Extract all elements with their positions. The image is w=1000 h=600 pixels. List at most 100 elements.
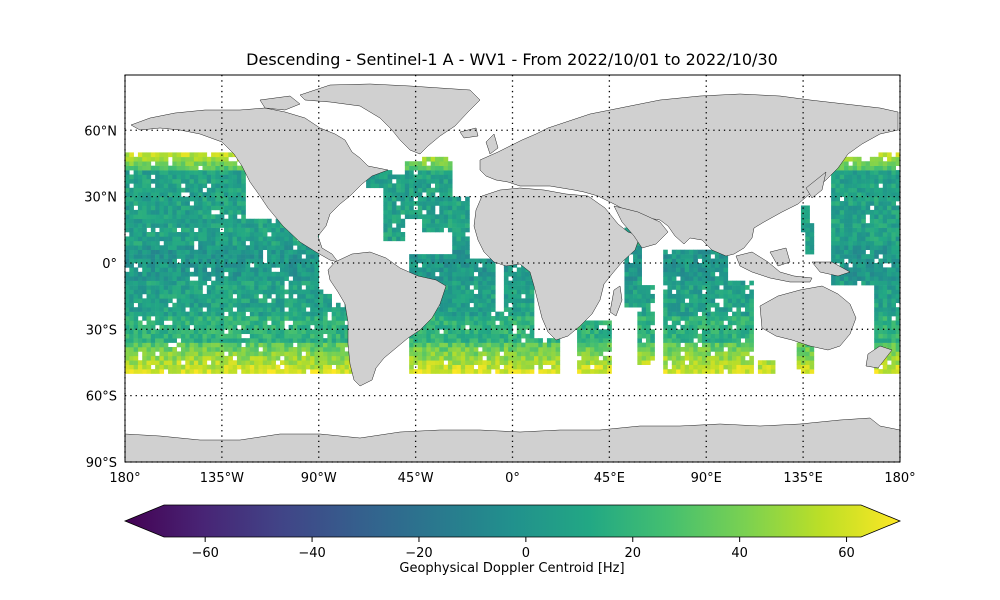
heatmap-cell — [185, 324, 190, 330]
heatmap-cell — [882, 240, 888, 246]
heatmap-cell — [895, 187, 901, 193]
heatmap-cell — [310, 360, 315, 365]
heatmap-cell — [125, 307, 130, 312]
heatmap-cell — [486, 289, 492, 295]
heatmap-cell — [404, 183, 410, 189]
heatmap-cell — [469, 342, 475, 348]
heatmap-cell — [211, 192, 216, 197]
heatmap-cell — [856, 262, 862, 268]
heatmap-cell — [878, 316, 884, 321]
heatmap-cell — [323, 307, 328, 312]
heatmap-cell — [482, 351, 487, 357]
heatmap-cell — [443, 267, 449, 273]
heatmap-cell — [219, 271, 225, 277]
heatmap-cell — [236, 201, 242, 206]
heatmap-cell — [245, 302, 251, 308]
heatmap-cell — [624, 302, 630, 308]
heatmap-cell — [667, 342, 673, 348]
heatmap-cell — [327, 324, 332, 330]
heatmap-cell — [189, 369, 195, 374]
heatmap-cell — [159, 320, 165, 326]
heatmap-cell — [215, 316, 221, 321]
heatmap-cell — [155, 307, 160, 312]
heatmap-cell — [689, 307, 694, 312]
heatmap-cell — [400, 209, 406, 215]
heatmap-cell — [133, 165, 139, 171]
heatmap-cell — [443, 161, 449, 166]
heatmap-cell — [469, 364, 475, 370]
heatmap-cell — [262, 298, 268, 304]
heatmap-cell — [176, 333, 182, 339]
heatmap-cell — [490, 364, 496, 370]
heatmap-cell — [680, 347, 686, 352]
heatmap-cell — [456, 254, 462, 259]
heatmap-cell — [159, 161, 165, 166]
heatmap-cell — [383, 236, 388, 242]
heatmap-cell — [335, 342, 341, 348]
heatmap-cell — [150, 285, 156, 290]
heatmap-cell — [607, 355, 612, 361]
heatmap-cell — [155, 232, 160, 237]
heatmap-cell — [534, 342, 539, 348]
heatmap-cell — [331, 324, 337, 330]
heatmap-cell — [159, 289, 165, 295]
heatmap-cell — [206, 232, 212, 237]
heatmap-cell — [133, 227, 139, 233]
heatmap-cell — [465, 347, 470, 352]
heatmap-cell — [426, 192, 431, 197]
heatmap-cell — [129, 271, 134, 277]
heatmap-cell — [624, 276, 630, 281]
heatmap-cell — [671, 316, 677, 321]
heatmap-cell — [275, 218, 281, 224]
heatmap-cell — [422, 258, 427, 264]
heatmap-cell — [503, 302, 509, 308]
heatmap-cell — [499, 347, 505, 352]
heatmap-cell — [852, 271, 858, 277]
heatmap-cell — [137, 338, 143, 343]
heatmap-cell — [555, 347, 561, 352]
heatmap-cell — [391, 209, 397, 215]
heatmap-cell — [641, 298, 647, 304]
heatmap-cell — [400, 223, 406, 228]
heatmap-cell — [176, 152, 182, 158]
heatmap-cell — [284, 245, 289, 250]
heatmap-cell — [280, 311, 285, 317]
heatmap-cell — [882, 187, 888, 193]
heatmap-cell — [228, 232, 233, 237]
heatmap-cell — [529, 280, 535, 286]
heatmap-cell — [327, 369, 332, 374]
heatmap-cell — [452, 258, 457, 264]
heatmap-cell — [413, 333, 419, 339]
heatmap-cell — [172, 267, 177, 273]
heatmap-cell — [460, 209, 466, 215]
heatmap-cell — [189, 152, 195, 158]
heatmap-cell — [684, 271, 690, 277]
heatmap-cell — [809, 369, 815, 374]
heatmap-cell — [236, 267, 242, 273]
heatmap-cell — [706, 316, 711, 321]
heatmap-cell — [478, 302, 483, 308]
heatmap-cell — [189, 254, 195, 259]
heatmap-cell — [387, 196, 393, 202]
heatmap-cell — [262, 320, 268, 326]
heatmap-cell — [297, 351, 302, 357]
heatmap-cell — [172, 324, 177, 330]
heatmap-cell — [645, 342, 651, 348]
heatmap-cell — [452, 342, 457, 348]
heatmap-cell — [327, 360, 332, 365]
heatmap-cell — [719, 320, 724, 326]
heatmap-cell — [189, 205, 195, 211]
heatmap-cell — [275, 351, 281, 357]
heatmap-cell — [749, 333, 754, 339]
heatmap-cell — [133, 170, 139, 175]
heatmap-cell — [521, 320, 526, 326]
heatmap-cell — [736, 285, 741, 290]
heatmap-cell — [236, 258, 242, 264]
heatmap-cell — [456, 289, 462, 295]
heatmap-cell — [435, 329, 440, 335]
heatmap-cell — [249, 223, 255, 228]
heatmap-cell — [292, 355, 298, 361]
heatmap-cell — [387, 178, 393, 184]
heatmap-cell — [137, 320, 143, 326]
heatmap-cell — [249, 254, 255, 259]
